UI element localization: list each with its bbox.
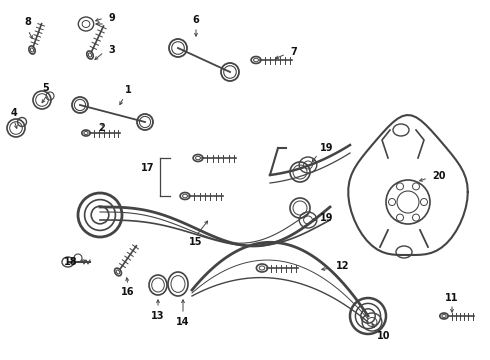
Text: 10: 10 — [377, 331, 391, 341]
Text: 18: 18 — [64, 257, 77, 267]
Text: 16: 16 — [121, 287, 135, 297]
Text: 4: 4 — [11, 108, 17, 118]
Text: 15: 15 — [189, 237, 203, 247]
Text: 2: 2 — [98, 123, 105, 133]
Text: 11: 11 — [445, 293, 459, 303]
Text: 19: 19 — [320, 213, 334, 223]
Text: 14: 14 — [176, 317, 190, 327]
Text: 5: 5 — [43, 83, 49, 93]
Text: 12: 12 — [336, 261, 349, 271]
Text: 20: 20 — [432, 171, 445, 181]
Text: 1: 1 — [124, 85, 131, 95]
Text: 13: 13 — [151, 311, 165, 321]
Text: 7: 7 — [290, 47, 297, 57]
Text: 9: 9 — [108, 13, 115, 23]
Text: 8: 8 — [24, 17, 31, 27]
Text: 17: 17 — [141, 163, 155, 173]
Text: 6: 6 — [193, 15, 199, 25]
Text: 3: 3 — [108, 45, 115, 55]
Text: 19: 19 — [320, 143, 334, 153]
